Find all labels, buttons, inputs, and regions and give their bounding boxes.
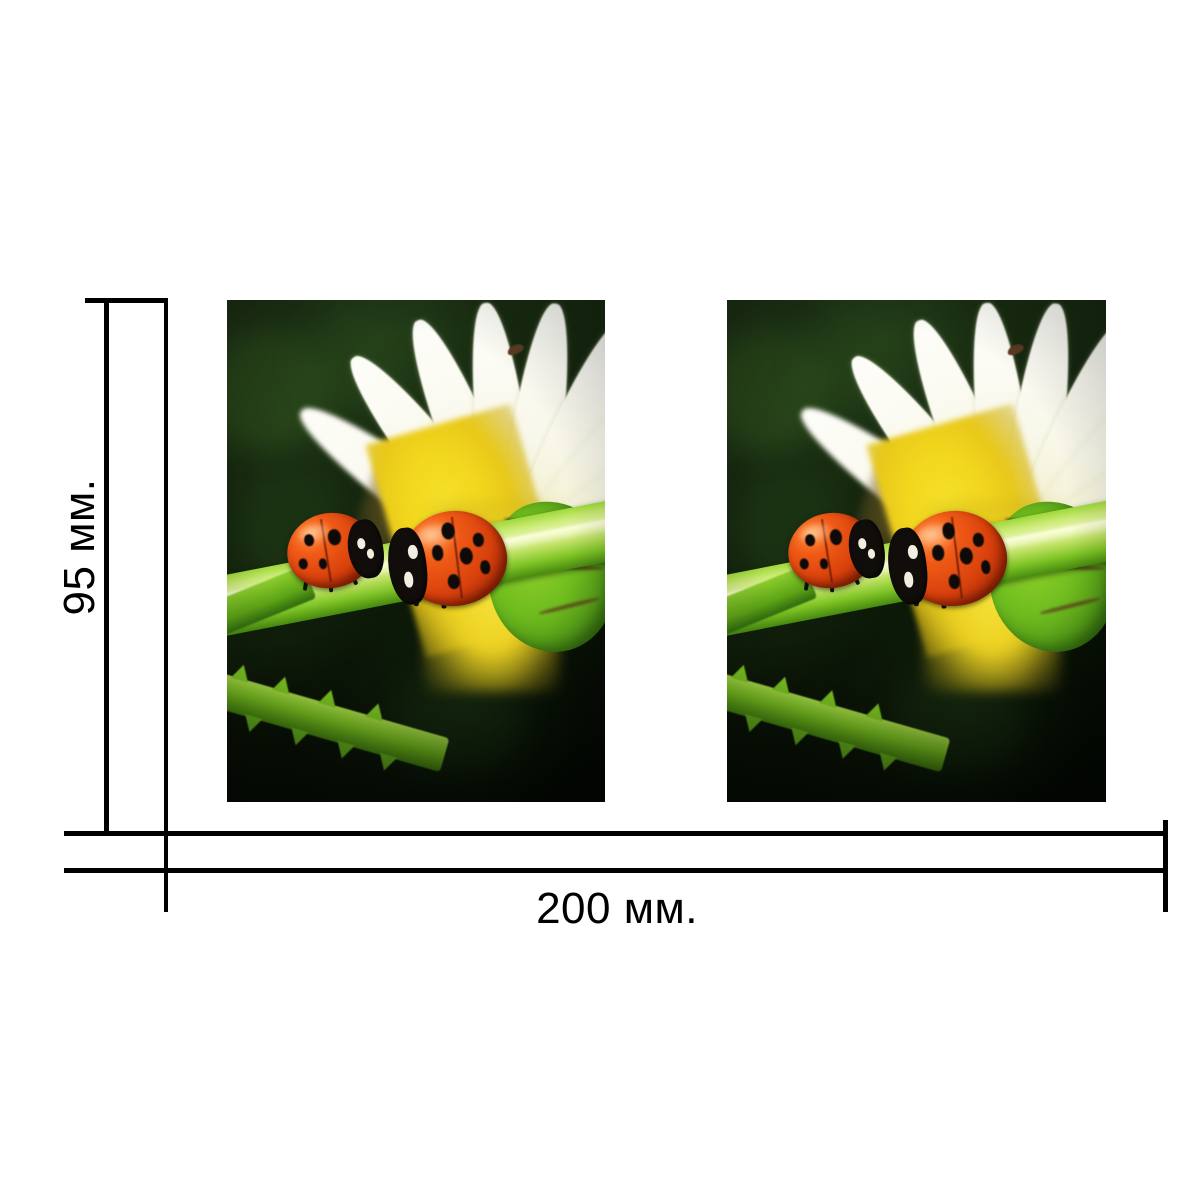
leaf-tooth [730,662,752,684]
ladybug-small-left [282,507,388,595]
leaf-tooth [318,688,341,709]
leaf-tooth [230,662,252,684]
width-dim-extension-line-right [1163,820,1168,912]
width-dim-upper-rule [64,831,1168,836]
photo-scene-left [227,300,605,802]
sepal-seam [538,596,600,616]
product-image-right [727,300,1106,802]
width-dim-line [64,868,1168,873]
product-image-left [227,300,605,802]
leaf-tooth [818,688,841,709]
sepal-seam [1039,596,1101,616]
ladybug-large-right [384,504,513,613]
height-dim-line [104,298,109,836]
photo-scene-right [727,300,1106,802]
leaf-tooth [865,701,888,722]
ladybug-large-right [884,504,1013,613]
ladybug-small-left [782,506,889,595]
width-dimension-label: 200 мм. [536,884,698,933]
height-dim-extension-line [164,298,168,912]
leaf-tooth [364,701,387,722]
ladybug-spot [472,531,485,548]
leaf-tooth [772,674,794,696]
ladybug-spot [479,559,491,575]
ladybug-head-marking [403,571,414,588]
leaf-tooth [271,674,294,696]
height-dimension-label: 95 мм. [55,478,104,616]
height-dim-top-tick [85,298,168,303]
